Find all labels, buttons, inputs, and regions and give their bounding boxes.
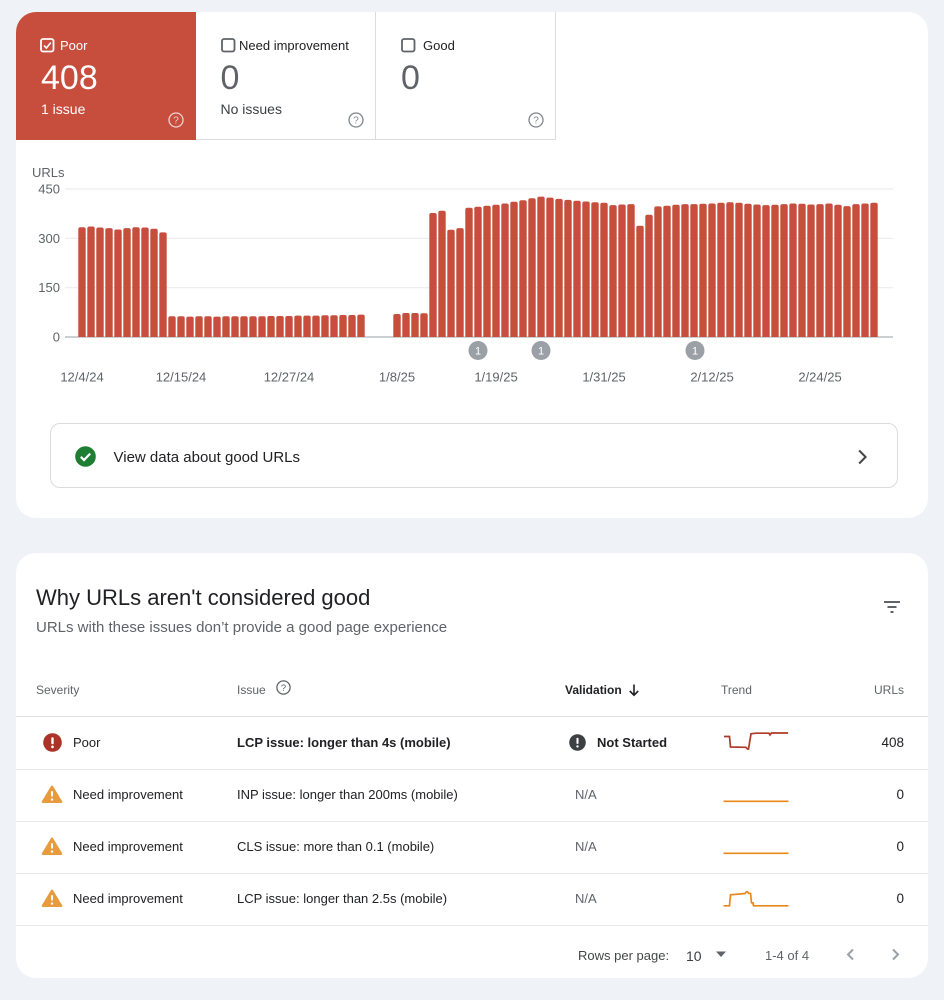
svg-text:12/4/24: 12/4/24 bbox=[60, 370, 103, 385]
svg-text:?: ? bbox=[173, 116, 179, 127]
svg-text:2/24/25: 2/24/25 bbox=[798, 370, 841, 385]
svg-text:1: 1 bbox=[538, 346, 544, 358]
svg-text:?: ? bbox=[533, 116, 539, 127]
svg-text:URLs: URLs bbox=[32, 165, 65, 180]
svg-text:150: 150 bbox=[38, 280, 60, 295]
svg-text:1/8/25: 1/8/25 bbox=[379, 370, 415, 385]
svg-text:1/31/25: 1/31/25 bbox=[582, 370, 625, 385]
svg-text:12/27/24: 12/27/24 bbox=[264, 370, 315, 385]
svg-text:?: ? bbox=[281, 683, 286, 694]
svg-text:300: 300 bbox=[38, 231, 60, 246]
svg-text:1/19/25: 1/19/25 bbox=[474, 370, 517, 385]
svg-text:2/12/25: 2/12/25 bbox=[690, 370, 733, 385]
svg-text:?: ? bbox=[353, 116, 359, 127]
svg-text:0: 0 bbox=[53, 330, 60, 345]
svg-text:450: 450 bbox=[38, 182, 60, 197]
svg-text:1: 1 bbox=[475, 346, 481, 358]
svg-text:1: 1 bbox=[692, 346, 698, 358]
svg-text:12/15/24: 12/15/24 bbox=[156, 370, 207, 385]
